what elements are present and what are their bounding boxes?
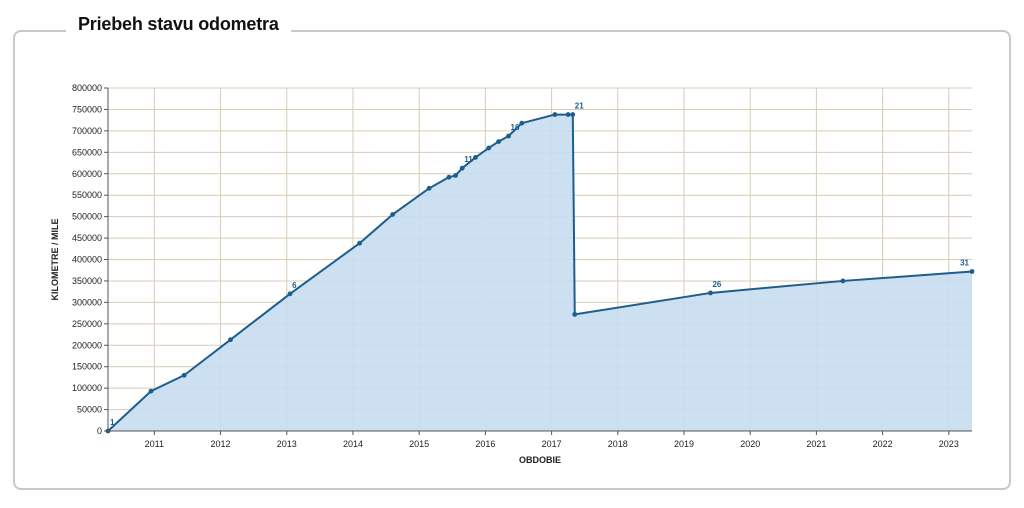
y-tick-label: 800000 [72,83,102,93]
point-label: 11 [464,155,473,164]
odometer-panel [13,30,1011,490]
x-axis-title: OBDOBIE [519,455,561,465]
data-point [572,311,578,317]
y-tick-label: 150000 [72,362,102,372]
x-tick-label: 2011 [145,439,164,449]
y-axis-title: KILOMETRE / MILE [50,219,60,301]
point-label: 26 [712,280,721,289]
point-label: 31 [960,259,969,268]
x-tick-label: 2014 [343,439,363,449]
y-tick-label: 200000 [72,340,102,350]
data-point [390,212,396,217]
x-tick-label: 2012 [211,439,231,449]
y-tick-label: 700000 [72,126,102,136]
y-tick-label: 300000 [72,297,102,307]
y-tick-label: 350000 [72,276,102,286]
y-tick-label: 450000 [72,233,102,243]
y-tick-label: 250000 [72,319,102,329]
x-tick-label: 2021 [806,439,826,449]
data-point [473,155,478,160]
x-tick-label: 2018 [608,439,628,449]
x-tick-label: 2013 [277,439,297,449]
point-label: 21 [575,102,584,111]
data-point [565,112,571,117]
data-points [105,112,975,434]
data-point [969,269,975,274]
data-point [570,112,576,117]
point-label: 6 [292,281,297,290]
data-point [446,174,452,180]
data-point [840,278,846,284]
y-tick-label: 50000 [77,405,102,415]
data-point [148,388,154,394]
x-tick-label: 2023 [939,439,959,449]
data-point [357,240,362,246]
data-point [228,337,233,343]
data-point [519,120,525,126]
x-tick-label: 2015 [409,439,429,449]
x-tick-label: 2017 [542,439,562,449]
x-tick-label: 2019 [674,439,694,449]
x-axis-ticks: 2011 2012 2013 2014 2015 2016 2017 2018 2019 2020… [145,431,959,449]
point-label: 16 [511,123,520,132]
y-tick-label: 0 [97,426,102,436]
data-point [496,139,502,144]
x-tick-label: 2022 [873,439,893,449]
y-tick-label: 550000 [72,190,102,200]
panel-title: Priebeh stavu odometra [66,14,291,35]
data-point [287,291,293,297]
y-tick-label: 100000 [72,383,102,393]
y-tick-label: 750000 [72,104,102,114]
data-point [453,173,458,178]
data-point [459,165,465,171]
data-point [552,112,558,117]
y-tick-label: 400000 [72,255,102,265]
x-tick-label: 2020 [740,439,760,449]
point-label: 1 [110,418,115,427]
y-axis-ticks: 0 50000 100000 150000 200000 250000 300000 3500… [72,83,108,436]
data-point [426,185,432,191]
data-point [506,133,511,139]
y-tick-label: 500000 [72,212,102,222]
x-tick-label: 2016 [475,439,495,449]
data-point [486,145,492,151]
y-tick-label: 600000 [72,169,102,179]
mileage-area [108,114,972,432]
y-tick-label: 650000 [72,147,102,157]
data-point [181,372,187,378]
data-point [708,290,713,296]
